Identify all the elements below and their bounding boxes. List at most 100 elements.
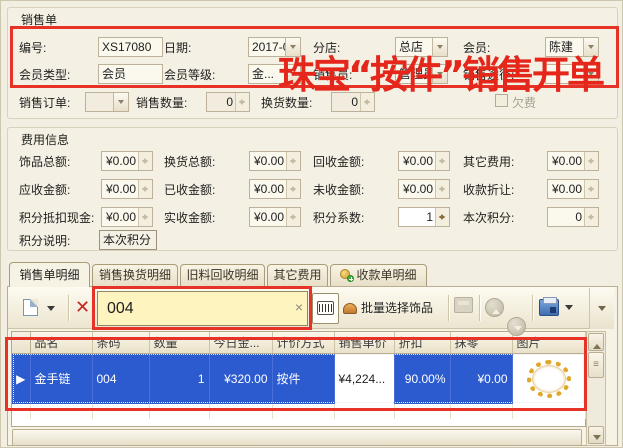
scroll-down-button[interactable]	[588, 426, 604, 444]
column-header-pricing-mode[interactable]: 计价方式	[272, 332, 335, 354]
fee-field-points-cash[interactable]: ¥0.00	[101, 207, 153, 227]
form-icon	[458, 301, 469, 305]
move-up-button[interactable]	[485, 298, 504, 317]
tab-exchange-detail[interactable]: 销售换货明细	[92, 264, 178, 286]
fee-field-unreceived[interactable]: ¥0.00	[398, 179, 450, 199]
fee-field-actual-received[interactable]: ¥0.00	[249, 207, 301, 227]
fee-field-exchange-total[interactable]: ¥0.00	[249, 151, 301, 171]
scroll-up-button[interactable]	[588, 333, 604, 351]
scrollbar-thumb[interactable]: ≡	[588, 352, 604, 378]
spinner-buttons[interactable]	[286, 180, 300, 198]
points-note-field[interactable]: 本次积分	[99, 230, 157, 250]
column-header-gold-price[interactable]: 今日金...	[209, 332, 273, 354]
delete-row-button[interactable]: ✕	[75, 294, 97, 320]
spinner-buttons[interactable]	[286, 208, 300, 226]
spinner-buttons[interactable]	[286, 152, 300, 170]
owe-checkbox[interactable]	[495, 94, 508, 107]
cell-discount[interactable]: 90.00%	[394, 353, 451, 404]
tab-other-fees[interactable]: 其它费用	[267, 264, 328, 286]
branch-dropdown[interactable]: 总店	[395, 37, 448, 57]
cell-rounding[interactable]: ¥0.00	[450, 353, 513, 404]
grid-empty-row[interactable]	[12, 404, 586, 419]
fee-field-points-earned[interactable]: 0	[547, 207, 599, 227]
cell-name[interactable]: 金手链	[30, 353, 93, 404]
barcode-search: ×	[97, 291, 308, 326]
spinner-buttons[interactable]	[360, 93, 374, 111]
cell-gold-price[interactable]: ¥320.00	[209, 353, 273, 404]
cell-unit-price[interactable]: ¥4,224...	[334, 353, 395, 404]
column-header-unit-price[interactable]: 销售单价	[334, 332, 395, 354]
tab-sales-detail[interactable]: 销售单明细	[9, 262, 90, 287]
column-header-image[interactable]: 图片	[512, 332, 586, 354]
barcode-scan-button[interactable]	[312, 293, 339, 324]
row-selector-header	[12, 332, 31, 354]
new-row-button[interactable]	[21, 297, 63, 321]
fee-label: 换货总额:	[164, 155, 216, 169]
spinner-buttons[interactable]	[235, 93, 249, 111]
toolbar-overflow-button[interactable]	[589, 288, 614, 329]
spinner-buttons[interactable]	[435, 180, 449, 198]
column-header-qty[interactable]: 数量	[149, 332, 210, 354]
tab-payment-detail[interactable]: 收款单明细	[330, 264, 427, 286]
chevron-down-icon[interactable]	[432, 65, 447, 83]
sales-channel-dropdown[interactable]	[545, 64, 599, 84]
cell-image[interactable]	[512, 353, 586, 404]
chevron-down-icon[interactable]	[432, 38, 447, 56]
member-type-field[interactable]: 会员	[98, 64, 163, 84]
fee-field-other-fees[interactable]: ¥0.00	[547, 151, 599, 171]
column-header-rounding[interactable]: 抹零	[450, 332, 513, 354]
spinner-buttons[interactable]	[435, 208, 449, 226]
spinner-buttons[interactable]	[138, 208, 152, 226]
sales-order-ref-label: 销售订单:	[19, 96, 71, 110]
date-label: 日期:	[164, 41, 192, 55]
chevron-down-icon[interactable]	[285, 65, 300, 83]
clear-search-icon[interactable]: ×	[294, 299, 303, 315]
row-selector[interactable]: ▶	[12, 353, 31, 404]
new-document-icon	[23, 299, 38, 316]
spinner-buttons[interactable]	[435, 152, 449, 170]
toolbar-separator	[532, 295, 533, 321]
barcode-search-input[interactable]	[97, 291, 308, 326]
cell-qty[interactable]: 1	[149, 353, 210, 404]
column-header-discount[interactable]: 折扣	[394, 332, 451, 354]
grid-data-row[interactable]: ▶ 金手链 004 1 ¥320.00 按件 ¥4,224... 90.00% …	[12, 353, 586, 404]
fee-field-discount-allowance[interactable]: ¥0.00	[547, 179, 599, 199]
chevron-down-icon[interactable]	[583, 65, 598, 83]
edit-detail-button[interactable]	[454, 297, 473, 313]
exchange-qty-stepper[interactable]: 0	[331, 92, 375, 112]
member-grade-label: 会员等级:	[164, 68, 216, 82]
order-no-field[interactable]: XS17080	[98, 37, 163, 57]
fee-field-received[interactable]: ¥0.00	[249, 179, 301, 199]
spinner-buttons[interactable]	[584, 180, 598, 198]
chevron-down-icon[interactable]	[583, 38, 598, 56]
chevron-down-icon[interactable]	[285, 38, 300, 56]
print-button[interactable]	[539, 296, 579, 320]
horizontal-scrollbar[interactable]	[12, 429, 582, 446]
sales-channel-label: 销售途径:	[463, 68, 515, 82]
sales-order-ref-dropdown[interactable]	[85, 92, 129, 112]
cell-barcode[interactable]: 004	[92, 353, 150, 404]
member-dropdown[interactable]: 陈建	[545, 37, 599, 57]
date-dropdown[interactable]: 2017-0	[248, 37, 301, 57]
chevron-down-icon[interactable]	[113, 93, 128, 111]
move-down-button[interactable]	[507, 317, 526, 336]
sales-qty-stepper[interactable]: 0	[206, 92, 250, 112]
fee-field-recycle-total[interactable]: ¥0.00	[398, 151, 450, 171]
batch-select-button[interactable]: 批量选择饰品	[343, 296, 433, 322]
column-header-name[interactable]: 品名	[30, 332, 93, 354]
fee-field-items-total[interactable]: ¥0.00	[101, 151, 153, 171]
tab-recycle-detail[interactable]: 旧料回收明细	[180, 264, 265, 286]
spinner-buttons[interactable]	[138, 180, 152, 198]
spinner-buttons[interactable]	[584, 152, 598, 170]
fee-field-receivable[interactable]: ¥0.00	[101, 179, 153, 199]
spinner-buttons[interactable]	[584, 208, 598, 226]
seller-dropdown[interactable]: 管理员	[395, 64, 448, 84]
spinner-buttons[interactable]	[138, 152, 152, 170]
column-header-barcode[interactable]: 条码	[92, 332, 150, 354]
vertical-scrollbar[interactable]: ≡	[586, 331, 606, 446]
cell-pricing-mode[interactable]: 按件	[272, 353, 335, 404]
seller-label: 销售员:	[313, 68, 353, 82]
member-grade-dropdown[interactable]: 金...	[248, 64, 301, 84]
fee-field-points-factor[interactable]: 1	[398, 207, 450, 227]
fee-label: 已收金额:	[164, 183, 216, 197]
